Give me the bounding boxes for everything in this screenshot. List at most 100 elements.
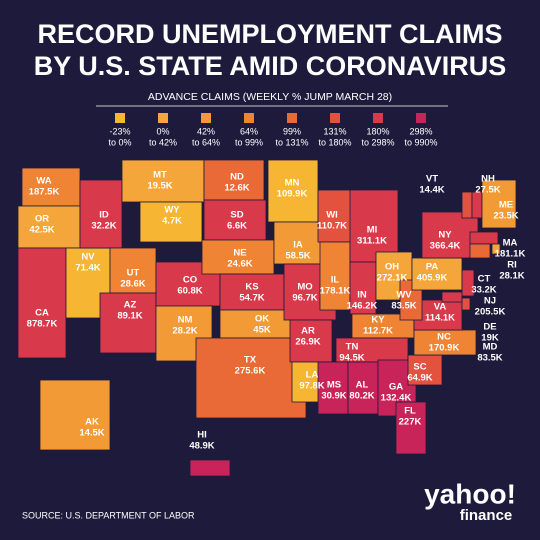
- state-claims: 28.2K: [172, 326, 197, 337]
- state-shape: [189, 459, 231, 477]
- state-abbr: CO: [183, 275, 197, 286]
- state-abbr: NH: [481, 174, 495, 185]
- state-claims: 96.7K: [292, 293, 317, 304]
- state-claims: 32.2K: [91, 221, 116, 232]
- state-claims: 227K: [399, 417, 422, 428]
- legend-label: to 42%: [149, 137, 177, 147]
- state-shape: [319, 241, 351, 311]
- state-shape: [17, 205, 81, 249]
- state-abbr: HI: [197, 430, 207, 441]
- state-abbr: ID: [99, 210, 109, 221]
- state-shape: [79, 179, 123, 249]
- state-abbr: NV: [81, 252, 95, 263]
- state-claims: 366.4K: [430, 241, 461, 252]
- state-abbr: OK: [255, 314, 269, 325]
- state-abbr: IA: [293, 240, 303, 251]
- state-abbr: OR: [35, 214, 49, 225]
- state-shape: [469, 231, 499, 245]
- legend-swatch: [158, 113, 168, 123]
- legend-label: 131%: [323, 126, 346, 136]
- state-abbr: WY: [164, 205, 180, 216]
- state-shape: [317, 361, 349, 415]
- state-abbr: CT: [478, 274, 491, 285]
- state-claims: 187.5K: [29, 187, 60, 198]
- state-claims: 94.5K: [339, 353, 364, 364]
- state-claims: 112.7K: [363, 326, 393, 337]
- logo-sub: finance: [460, 507, 513, 524]
- state-claims: 60.8K: [177, 286, 202, 297]
- state-abbr: SD: [230, 210, 243, 221]
- state-claims: 24.6K: [227, 259, 252, 270]
- legend-swatch: [115, 113, 125, 123]
- state-shape: [395, 401, 427, 455]
- state-claims: 4.7K: [162, 216, 182, 227]
- state-abbr: NJ: [484, 296, 496, 307]
- logo: yahoo!: [424, 478, 516, 509]
- state-abbr: NC: [437, 332, 451, 343]
- state-claims: 275.6K: [235, 366, 266, 377]
- state-abbr: NE: [233, 248, 246, 259]
- state-shape: [407, 354, 443, 386]
- state-claims: 878.7K: [27, 319, 58, 330]
- state-abbr: UT: [127, 268, 140, 279]
- legend-label: -23%: [109, 126, 130, 136]
- legend-swatch: [416, 113, 426, 123]
- state-claims: 89.1K: [117, 311, 142, 322]
- state-shape: [461, 191, 473, 219]
- state-claims: 97.8K: [299, 381, 324, 392]
- legend-label: 0%: [156, 126, 169, 136]
- state-abbr: MN: [285, 178, 300, 189]
- state-abbr: AL: [356, 380, 369, 391]
- state-claims: 42.5K: [29, 225, 54, 236]
- state-shape: [491, 243, 501, 255]
- state-claims: 26.9K: [295, 337, 320, 348]
- state-abbr: PA: [426, 262, 439, 273]
- legend-swatch: [287, 113, 297, 123]
- state-abbr: SC: [413, 362, 426, 373]
- state-abbr: AZ: [124, 300, 137, 311]
- state-claims: 71.4K: [75, 263, 100, 274]
- legend: -23%to 0%0%to 42%42%to 64%64%to 99%99%to…: [108, 113, 438, 147]
- legend-label: to 180%: [318, 137, 351, 147]
- state-claims: 146.2K: [347, 301, 378, 312]
- state-claims: 19.5K: [147, 181, 172, 192]
- state-shape: [139, 201, 203, 243]
- state-claims: 23.5K: [493, 211, 518, 222]
- state-abbr: IN: [357, 290, 367, 301]
- state-shape: [219, 309, 293, 339]
- legend-label: 64%: [240, 126, 258, 136]
- state-abbr: NY: [438, 230, 452, 241]
- state-claims: 33.2K: [471, 285, 496, 296]
- state-abbr: IL: [331, 275, 340, 286]
- state-abbr: RI: [507, 260, 517, 271]
- state-abbr: CA: [35, 308, 49, 319]
- state-claims: 28.1K: [499, 271, 524, 282]
- state-claims: 19K: [481, 333, 499, 344]
- state-abbr: KS: [245, 282, 258, 293]
- state-abbr: MT: [153, 170, 167, 181]
- legend-label: to 298%: [361, 137, 394, 147]
- state-claims: 45K: [253, 325, 271, 336]
- state-shape: [461, 297, 471, 311]
- state-abbr: TX: [244, 355, 257, 366]
- legend-label: 99%: [283, 126, 301, 136]
- state-claims: 12.6K: [224, 183, 249, 194]
- state-abbr: MI: [367, 225, 378, 236]
- state-claims: 405.9K: [417, 273, 448, 284]
- legend-label: to 64%: [192, 137, 220, 147]
- legend-swatch: [330, 113, 340, 123]
- state-abbr: AK: [85, 417, 99, 428]
- state-shape: [481, 179, 517, 229]
- state-claims: 311.1K: [357, 236, 387, 247]
- state-shape: [203, 159, 265, 201]
- legend-label: to 99%: [235, 137, 263, 147]
- state-claims: 54.7K: [239, 293, 264, 304]
- state-shape: [421, 211, 479, 259]
- state-claims: 27.5K: [475, 185, 500, 196]
- state-abbr: NM: [178, 315, 193, 326]
- state-abbr: MD: [483, 342, 498, 353]
- state-claims: 170.9K: [429, 343, 460, 354]
- state-shape: [347, 361, 379, 415]
- legend-label: 298%: [409, 126, 432, 136]
